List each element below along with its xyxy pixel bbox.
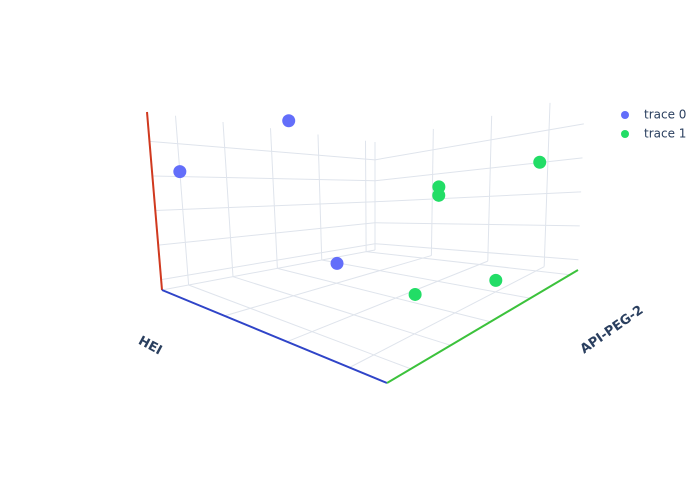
grid-line	[374, 191, 582, 203]
legend: trace 0 trace 1	[621, 108, 686, 141]
grid-line	[155, 201, 376, 212]
grid-line	[349, 266, 545, 368]
grid-line	[286, 260, 488, 343]
z-axis-line	[146, 111, 163, 291]
legend-marker	[621, 111, 629, 119]
marker	[489, 273, 503, 287]
marker	[330, 256, 344, 270]
grid-line	[374, 222, 580, 227]
legend-label[interactable]: trace 1	[644, 127, 686, 141]
legend-label[interactable]: trace 0	[644, 108, 686, 122]
marker	[173, 165, 187, 179]
y-axis-line	[161, 289, 388, 384]
legend-marker	[621, 130, 629, 138]
grid-line	[161, 243, 376, 281]
grid-line	[224, 255, 432, 317]
grid-layer	[149, 102, 584, 370]
marker	[533, 155, 547, 169]
grid-line	[374, 157, 583, 182]
grid-line	[374, 123, 584, 161]
marker	[432, 188, 446, 202]
grid-line	[152, 175, 376, 182]
grid-line	[149, 140, 376, 161]
grid-line	[374, 243, 579, 261]
grid-line	[365, 140, 367, 252]
marker	[282, 114, 296, 128]
grid-line	[158, 222, 376, 246]
grid-line	[161, 249, 376, 291]
marker	[408, 287, 422, 301]
mark-layer	[173, 114, 547, 301]
x-axis-line	[386, 269, 579, 384]
